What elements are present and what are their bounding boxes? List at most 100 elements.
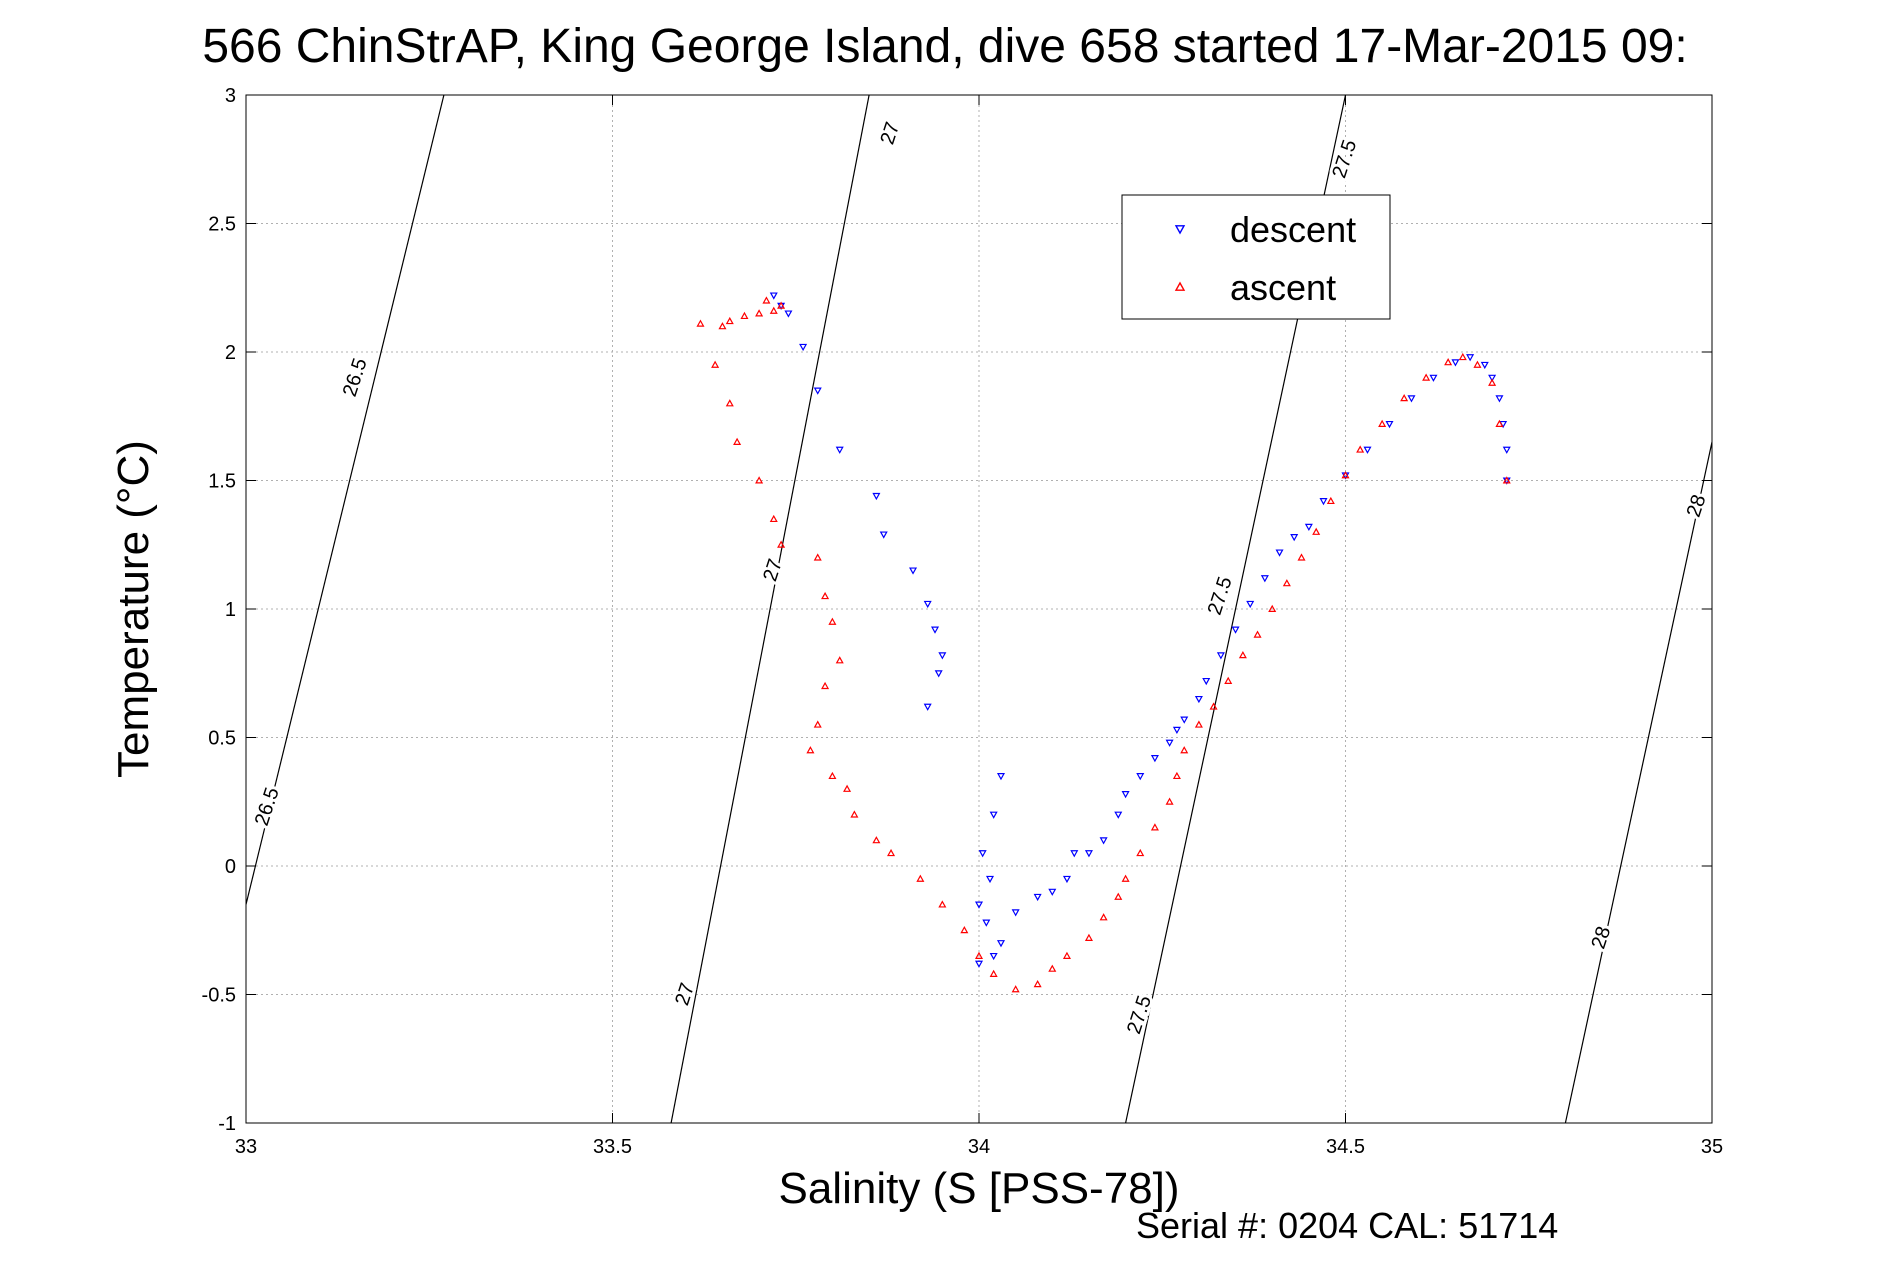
descent-point: [1385, 420, 1394, 429]
ascent-point: [718, 322, 727, 330]
ascent-point: [850, 810, 859, 818]
legend-marker-ascent: [1174, 281, 1186, 291]
ascent-point: [938, 900, 947, 908]
descent-point: [931, 626, 940, 634]
ascent-point: [1136, 848, 1145, 857]
ascent-point: [828, 771, 837, 780]
y-tick-label: 2.5: [208, 214, 236, 236]
descent-point: [799, 343, 808, 352]
descent-point: [909, 567, 918, 575]
descent-point: [1070, 850, 1079, 858]
density-contour-label: 26.5: [251, 785, 284, 829]
data-series: [696, 292, 1511, 993]
ascent-point: [769, 306, 778, 314]
ascent-point: [887, 848, 896, 857]
y-tick-label: 1: [225, 599, 236, 621]
ascent-point: [1356, 445, 1365, 453]
ascent-point: [1473, 360, 1482, 368]
legend-label-ascent: ascent: [1230, 267, 1336, 308]
ascent-point: [828, 617, 837, 625]
ascent-point: [1062, 951, 1071, 959]
descent-point: [835, 446, 844, 454]
density-contour-label: 28: [1683, 492, 1711, 520]
descent-point: [1304, 523, 1313, 531]
descent-point: [879, 531, 888, 539]
chart-title: 566 ChinStrAP, King George Island, dive …: [202, 20, 1687, 73]
ascent-point: [769, 514, 778, 523]
legend-label-descent: descent: [1230, 209, 1356, 250]
ascent-point: [777, 301, 786, 309]
ascent-point: [1033, 979, 1042, 988]
density-contour-label: 27.5: [1328, 137, 1361, 181]
descent-point: [1502, 446, 1511, 454]
ascent-point: [1378, 419, 1387, 427]
descent-point: [1319, 498, 1328, 506]
descent-point: [996, 773, 1006, 781]
descent-point: [1114, 811, 1123, 819]
descent-point: [1451, 359, 1460, 367]
descent-point: [1231, 626, 1240, 634]
ascent-point: [916, 874, 925, 882]
ascent-point: [1326, 496, 1335, 505]
legend-box: [1121, 194, 1391, 320]
density-contour-label: 27: [671, 980, 699, 1008]
ascent-point: [1194, 720, 1203, 728]
ascent-point: [733, 437, 742, 445]
ascent-point: [1150, 823, 1159, 831]
density-contour-label: 27.5: [1123, 993, 1156, 1037]
density-contour-line: [670, 95, 870, 1123]
x-tick-label: 33.5: [593, 1136, 632, 1158]
descent-point: [1099, 837, 1108, 845]
density-contour-label: 28: [1587, 924, 1615, 952]
ascent-point: [1011, 985, 1020, 993]
descent-point: [934, 670, 943, 678]
density-contour-label: 26.5: [339, 356, 372, 400]
ascent-point: [711, 360, 720, 368]
descent-point: [1150, 755, 1159, 763]
descent-point: [769, 292, 778, 300]
descent-point: [1480, 361, 1489, 370]
ascent-point: [1488, 378, 1497, 386]
descent-point: [1202, 677, 1211, 686]
descent-point: [1062, 875, 1071, 884]
descent-point: [996, 940, 1006, 948]
x-tick-label: 34: [968, 1136, 990, 1158]
descent-point: [1121, 791, 1130, 799]
descent-point: [974, 960, 984, 968]
density-contour-line: [1564, 441, 1712, 1123]
density-contour-label: 27: [759, 556, 787, 584]
descent-point: [978, 850, 987, 858]
descent-point: [872, 492, 881, 501]
ascent-point: [843, 784, 852, 792]
descent-point: [1194, 695, 1203, 704]
ascent-point: [1341, 471, 1350, 479]
descent-point: [1363, 446, 1372, 454]
ascent-point: [1172, 771, 1181, 780]
y-tick-label: 3: [225, 85, 236, 107]
ascent-point: [974, 951, 984, 959]
x-axis-label: Salinity (S [PSS-78]): [778, 1164, 1179, 1213]
ascent-point: [762, 296, 771, 304]
descent-point: [1488, 374, 1497, 382]
ascent-point: [1297, 553, 1306, 561]
ascent-point: [1180, 746, 1189, 754]
ascent-point: [1400, 394, 1409, 402]
ascent-point: [1312, 527, 1321, 535]
y-tick-label: 0: [225, 856, 236, 878]
grid-lines: [245, 94, 1713, 1124]
ascent-point: [1048, 964, 1057, 972]
ascent-point: [725, 316, 734, 325]
descent-point: [974, 901, 984, 909]
y-tick-label: -0.5: [202, 985, 236, 1007]
ascent-point: [1422, 373, 1431, 381]
ascent-point: [1458, 352, 1467, 361]
ascent-point: [696, 319, 705, 327]
descent-point: [1246, 600, 1255, 609]
ascent-point: [1121, 874, 1130, 882]
descent-point: [923, 600, 932, 609]
y-axis-label: Temperature (°C): [109, 440, 158, 778]
density-contour-label: 27: [876, 119, 904, 147]
legend: descent ascent: [1121, 194, 1391, 320]
descent-point: [989, 952, 998, 961]
descent-point: [813, 387, 822, 395]
